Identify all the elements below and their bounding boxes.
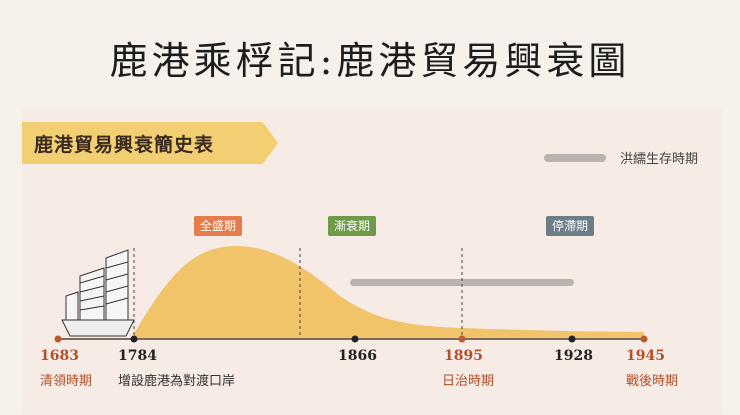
page-title: 鹿港乘桴記:鹿港貿易興衰圖 (109, 39, 631, 83)
phase-tag-stagnation: 停滯期 (546, 216, 595, 236)
legend-swatch (544, 154, 606, 162)
panel-title: 鹿港貿易興衰簡史表 (34, 134, 215, 156)
panel-title-banner (22, 122, 278, 164)
year-1945: 1945 (626, 348, 665, 364)
lifespan-bar (350, 279, 574, 286)
marker-1945 (640, 335, 648, 343)
marker-1784 (130, 335, 138, 343)
marker-1928 (568, 335, 576, 343)
year-1895: 1895 (444, 348, 483, 364)
marker-1683 (54, 335, 62, 343)
caption-1895: 日治時期 (442, 374, 495, 389)
timeline-panel: 鹿港貿易興衰簡史表 洪繻生存時期 全盛期 漸衰期 (22, 108, 722, 415)
marker-1895 (458, 335, 466, 343)
year-1928: 1928 (554, 348, 593, 364)
year-1866: 1866 (338, 348, 377, 364)
legend-label: 洪繻生存時期 (620, 152, 699, 167)
junk-ship-icon (61, 249, 135, 337)
year-1784: 1784 (118, 348, 157, 364)
trade-volume-curve (134, 246, 644, 339)
trade-curve-chart (54, 246, 648, 343)
phase-tag-decline: 漸衰期 (328, 216, 377, 236)
phase-tag-peak: 全盛期 (194, 216, 243, 236)
year-1683: 1683 (40, 348, 79, 364)
caption-1784: 增設鹿港為對渡口岸 (118, 374, 236, 389)
caption-1945: 戰後時期 (626, 374, 679, 389)
marker-1866 (351, 335, 359, 343)
caption-1683: 清領時期 (40, 374, 93, 389)
